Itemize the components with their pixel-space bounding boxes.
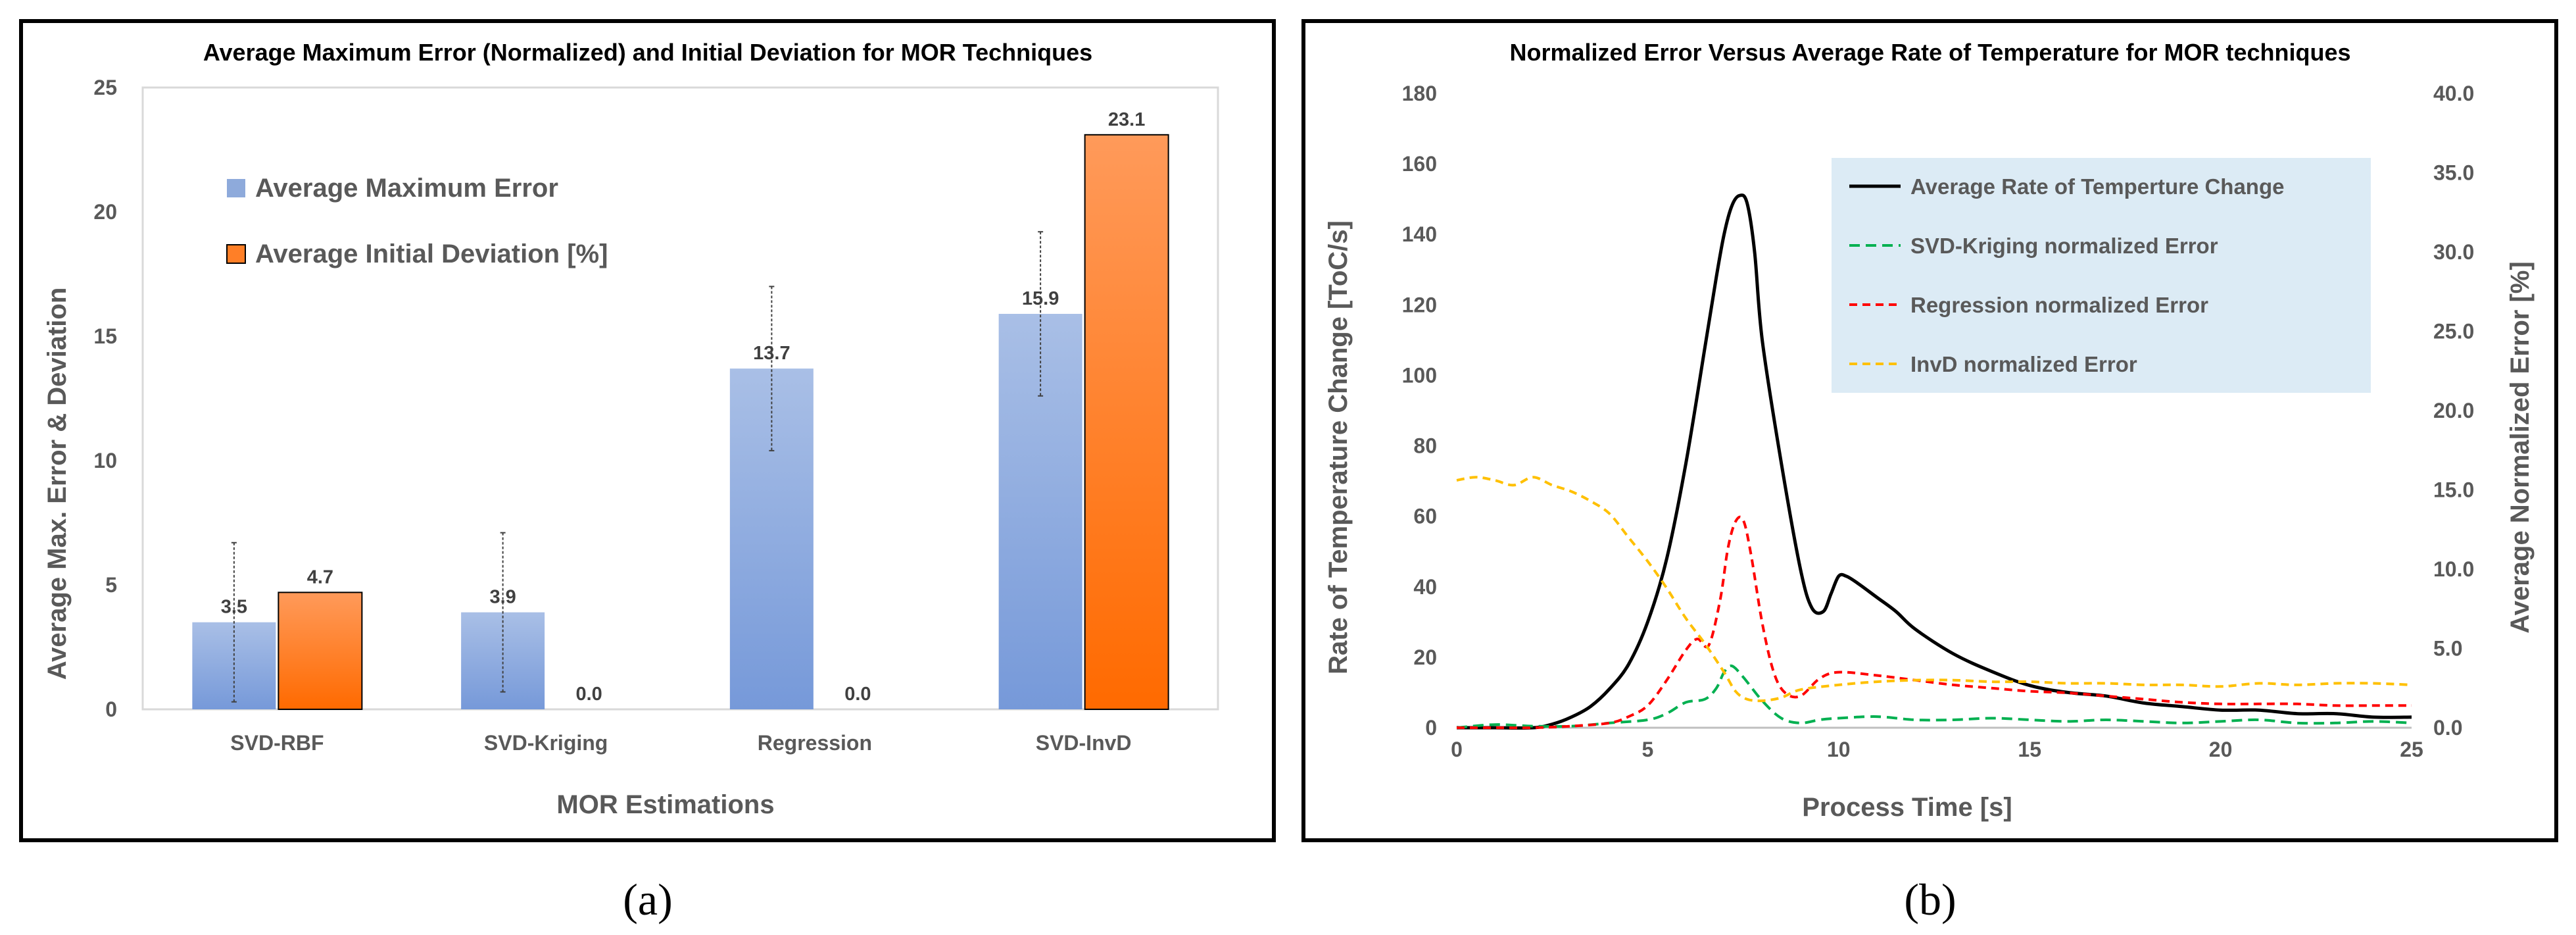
y-tick-label: 0 xyxy=(1425,716,1437,740)
data-label: 13.7 xyxy=(753,343,790,364)
chart-b-y-ticks: 0 20 40 60 80 100 120 140 160 180 xyxy=(1402,82,1437,740)
y-tick-label: 60 xyxy=(1413,505,1437,528)
y2-tick-label: 0.0 xyxy=(2433,716,2462,740)
panel-b-caption: (b) xyxy=(1904,874,1956,924)
line-regression-error xyxy=(1457,515,2412,730)
chart-a-x-ticks: SVD-RBF SVD-Kriging Regression SVD-InvD xyxy=(230,731,1131,755)
chart-a-x-label: MOR Estimations xyxy=(556,790,774,819)
y-tick-label: 15 xyxy=(93,324,117,348)
bar-avg-max-error xyxy=(461,612,545,709)
y2-tick-label: 40.0 xyxy=(2433,82,2474,105)
legend-label-avg-max-error: Average Maximum Error xyxy=(255,174,558,203)
y2-tick-label: 25.0 xyxy=(2433,320,2474,343)
chart-b-legend: Average Rate of Temperture Change SVD-Kri… xyxy=(1849,174,2284,376)
chart-b-lines xyxy=(1456,193,2412,730)
data-label: 0.0 xyxy=(575,684,602,705)
x-tick-label: 0 xyxy=(1451,738,1463,761)
line-invd-error xyxy=(1456,476,2412,703)
x-tick-label: 20 xyxy=(2209,738,2233,761)
y-tick-label: 100 xyxy=(1402,363,1437,387)
data-label: 15.9 xyxy=(1022,288,1059,309)
x-tick-label: Regression xyxy=(758,731,872,755)
chart-a-y-label: Average Max. Error & Deviation xyxy=(43,288,72,680)
legend-label-avg-initial-deviation: Average Initial Deviation [%] xyxy=(255,240,608,268)
y-tick-label: 20 xyxy=(93,200,117,224)
panel-a-caption: (a) xyxy=(623,874,672,924)
line-avg-rate-temp-change xyxy=(1457,193,2412,730)
x-tick-label: SVD-RBF xyxy=(230,731,324,755)
y-tick-label: 0 xyxy=(105,697,117,721)
y2-tick-label: 15.0 xyxy=(2433,478,2474,502)
legend-swatch-avg-max-error xyxy=(227,179,245,197)
bar-avg-initial-deviation xyxy=(278,592,363,711)
y-tick-label: 20 xyxy=(1413,645,1437,669)
legend-svd-kriging-label: SVD-Kriging normalized Error xyxy=(1910,234,2218,258)
legend-invd-label: InvD normalized Error xyxy=(1910,352,2137,376)
y-tick-label: 80 xyxy=(1413,434,1437,458)
y-tick-label: 40 xyxy=(1413,575,1437,599)
y2-tick-label: 20.0 xyxy=(2433,399,2474,422)
panel-b-frame xyxy=(1301,19,2558,842)
x-tick-label: 25 xyxy=(2400,738,2423,761)
bar-avg-initial-deviation xyxy=(1084,134,1169,710)
x-tick-label: 5 xyxy=(1642,738,1654,761)
y2-tick-label: 10.0 xyxy=(2433,557,2474,581)
chart-b-y2-label: Average Normalized Error [%] xyxy=(2506,261,2535,633)
y-tick-label: 140 xyxy=(1402,222,1437,246)
data-label: 3.9 xyxy=(489,587,516,608)
chart-b-y-label: Rate of Temperature Change [ToC/s] xyxy=(1324,220,1353,674)
y2-tick-label: 5.0 xyxy=(2433,637,2462,661)
chart-b-y2-ticks: 0.0 5.0 10.0 15.0 20.0 25.0 30.0 35.0 40.0 xyxy=(2433,82,2474,740)
y-tick-label: 180 xyxy=(1402,82,1437,105)
x-tick-label: SVD-InvD xyxy=(1036,731,1132,755)
y2-tick-label: 30.0 xyxy=(2433,240,2474,264)
y2-tick-label: 35.0 xyxy=(2433,161,2474,185)
y-tick-label: 160 xyxy=(1402,152,1437,176)
chart-a-bars: 3.5 4.7 3.9 0.0 13.7 0.0 15.9 23.1 xyxy=(192,109,1169,711)
x-tick-label: 10 xyxy=(1827,738,1851,761)
chart-a-plot-area xyxy=(141,86,1219,711)
legend-regression-label: Regression normalized Error xyxy=(1910,293,2208,317)
chart-b-x-label: Process Time [s] xyxy=(1802,793,2012,822)
data-label: 0.0 xyxy=(844,684,871,705)
data-label: 4.7 xyxy=(307,567,333,588)
y-tick-label: 10 xyxy=(93,449,117,472)
legend-swatch-avg-initial-deviation xyxy=(226,244,246,264)
data-label: 3.5 xyxy=(221,597,247,618)
bar-avg-max-error xyxy=(998,313,1082,710)
x-tick-label: SVD-Kriging xyxy=(484,731,608,755)
y-tick-label: 5 xyxy=(105,573,117,597)
chart-a-legend: Average Maximum Error Average Initial De… xyxy=(226,174,608,268)
chart-b-title: Normalized Error Versus Average Rate of … xyxy=(1509,39,2350,66)
y-tick-label: 120 xyxy=(1402,293,1437,316)
chart-b-legend-box xyxy=(1832,158,2371,393)
chart-a-title: Average Maximum Error (Normalized) and I… xyxy=(203,39,1092,66)
chart-a-y-ticks: 0 5 10 15 20 25 xyxy=(93,76,117,721)
chart-b-x-ticks: 0 5 10 15 20 25 xyxy=(1451,738,2423,761)
line-svd-kriging-error xyxy=(1456,664,2412,729)
legend-rate-temp-change-label: Average Rate of Temperture Change xyxy=(1910,174,2284,199)
x-tick-label: 15 xyxy=(2018,738,2041,761)
bar-avg-max-error xyxy=(729,368,814,709)
data-label: 23.1 xyxy=(1108,109,1145,130)
y-tick-label: 25 xyxy=(93,76,117,99)
